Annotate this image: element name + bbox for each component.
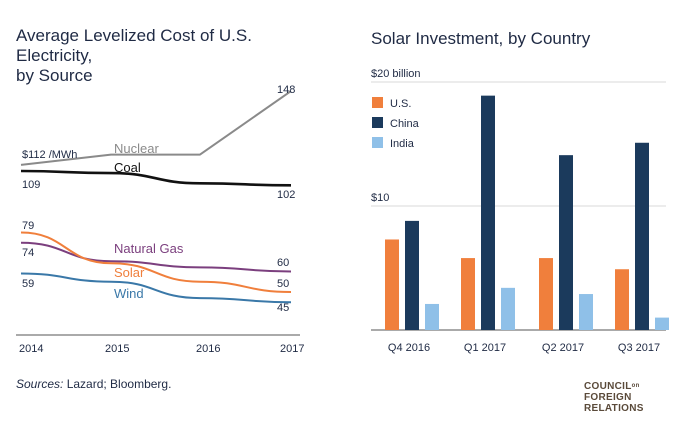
legend-swatch-china — [372, 117, 383, 128]
bar-us-q1-2017 — [461, 258, 475, 330]
line-series-nuclear — [20, 90, 292, 166]
x-tick-label-2015: 2015 — [105, 343, 129, 355]
series-label-wind: Wind — [114, 286, 144, 301]
logo-on: on — [631, 383, 640, 389]
bar-india-q1-2017 — [501, 287, 515, 330]
x-tick-label-2017: 2017 — [280, 343, 304, 355]
start-label-wind: 59 — [22, 278, 34, 290]
bar-y-tick-10: $10 — [371, 192, 389, 204]
bar-us-q2-2017 — [539, 258, 553, 330]
bar-china-q3-2017 — [635, 142, 649, 330]
series-label-natural-gas: Natural Gas — [114, 241, 184, 256]
legend-label-us: U.S. — [390, 98, 411, 110]
series-label-nuclear: Nuclear — [114, 141, 159, 156]
bar-x-tick-q3-2017: Q3 2017 — [618, 342, 660, 354]
bar-china-q2-2017 — [559, 155, 573, 330]
sources-label: Sources: — [16, 377, 64, 391]
end-label-natural-gas: 60 — [277, 257, 289, 269]
bar-us-q4-2016 — [385, 239, 399, 330]
end-label-nuclear: 148 — [277, 84, 295, 96]
line-chart-title-line1: Average Levelized Cost of U.S. Electrici… — [16, 26, 252, 65]
legend-label-india: India — [390, 138, 415, 150]
start-label-coal: 109 — [22, 179, 40, 191]
legend-swatch-india — [372, 137, 383, 148]
bar-y-tick-20: $20 billion — [371, 68, 421, 80]
bar-x-tick-q2-2017: Q2 2017 — [542, 342, 584, 354]
bar-chart: $20 billion $10 Q4 2016 Q1 2017 Q2 2017 Q3 20… — [371, 68, 669, 354]
end-label-wind: 45 — [277, 302, 289, 314]
line-chart-title: Average Levelized Cost of U.S. Electrici… — [16, 26, 316, 86]
line-series-natural-gas — [20, 241, 292, 273]
line-chart: 2014 2015 2016 2017 $112 /MWh 148 109 102 74 60 79… — [16, 84, 304, 355]
legend-label-china: China — [390, 118, 420, 130]
bar-chart-title: Solar Investment, by Country — [371, 29, 591, 48]
cfr-logo: COUNCILon FOREIGN RELATIONS — [584, 381, 644, 414]
bar-x-tick-q1-2017: Q1 2017 — [464, 342, 506, 354]
legend-swatch-us — [372, 97, 383, 108]
bar-x-tick-q4-2016: Q4 2016 — [388, 342, 430, 354]
logo-line1: COUNCIL — [584, 381, 632, 392]
logo-line2: FOREIGN — [584, 392, 632, 403]
series-label-solar: Solar — [114, 265, 145, 280]
bar-india-q3-2017 — [655, 317, 669, 330]
sources-note: Sources: Lazard; Bloomberg. — [16, 377, 171, 391]
x-tick-label-2016: 2016 — [196, 343, 220, 355]
x-tick-label-2014: 2014 — [19, 343, 43, 355]
sources-text: Lazard; Bloomberg. — [63, 377, 172, 391]
series-label-coal: Coal — [114, 160, 141, 175]
unit-label: $112 /MWh — [22, 149, 77, 161]
line-series-solar — [20, 231, 292, 293]
line-chart-title-line2: by Source — [16, 66, 93, 85]
logo-line3: RELATIONS — [584, 403, 644, 414]
line-series-wind — [20, 272, 292, 304]
bar-china-q4-2016 — [405, 220, 419, 330]
bar-us-q3-2017 — [615, 269, 629, 330]
start-label-solar: 79 — [22, 220, 34, 232]
end-label-solar: 50 — [277, 278, 289, 290]
end-label-coal: 102 — [277, 189, 295, 201]
bar-india-q2-2017 — [579, 294, 593, 330]
bar-china-q1-2017 — [481, 95, 495, 330]
line-series-coal — [20, 169, 292, 187]
bar-india-q4-2016 — [425, 303, 439, 330]
start-label-natural-gas: 74 — [22, 247, 34, 259]
